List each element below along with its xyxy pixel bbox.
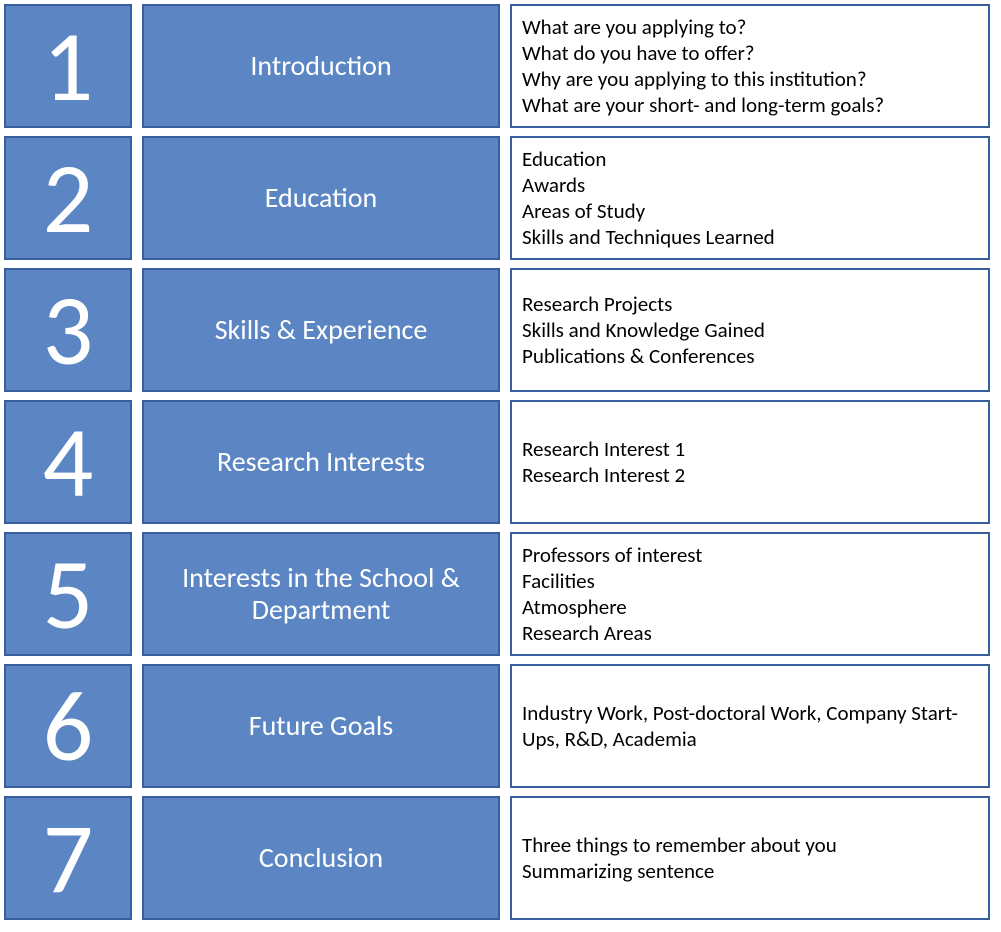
section-detail-line: Three things to remember about you: [522, 832, 978, 858]
section-detail-box: EducationAwardsAreas of StudySkills and …: [510, 136, 990, 260]
section-title: Interests in the School & Department: [154, 562, 488, 626]
section-detail-box: What are you applying to?What do you hav…: [510, 4, 990, 128]
section-detail-box: Research Interest 1Research Interest 2: [510, 400, 990, 524]
section-title: Conclusion: [259, 842, 383, 874]
section-number-box: 1: [4, 4, 132, 128]
section-detail-line: What are you applying to?: [522, 14, 978, 40]
section-number-box: 4: [4, 400, 132, 524]
section-detail-line: Facilities: [522, 568, 978, 594]
section-detail-line: Research Projects: [522, 291, 978, 317]
section-title-box: Future Goals: [142, 664, 500, 788]
section-detail-line: Publications & Conferences: [522, 343, 978, 369]
section-detail-line: What are your short- and long-term goals…: [522, 92, 978, 118]
section-detail-box: Research ProjectsSkills and Knowledge Ga…: [510, 268, 990, 392]
section-number-box: 2: [4, 136, 132, 260]
section-number: 6: [43, 676, 94, 776]
section-detail-line: Research Areas: [522, 620, 978, 646]
section-number-box: 6: [4, 664, 132, 788]
section-detail-line: Awards: [522, 172, 978, 198]
section-detail-line: What do you have to offer?: [522, 40, 978, 66]
section-number: 2: [43, 148, 94, 248]
section-detail-box: Three things to remember about youSummar…: [510, 796, 990, 920]
section-detail-line: Atmosphere: [522, 594, 978, 620]
section-detail-line: Research Interest 2: [522, 462, 978, 488]
section-title: Skills & Experience: [215, 314, 428, 346]
section-detail-line: Skills and Knowledge Gained: [522, 317, 978, 343]
section-number-box: 5: [4, 532, 132, 656]
section-detail-line: Why are you applying to this institution…: [522, 66, 978, 92]
section-detail-line: Industry Work, Post-doctoral Work, Compa…: [522, 700, 978, 753]
section-number: 3: [43, 280, 94, 380]
section-row: 3 Skills & Experience Research ProjectsSki…: [4, 268, 997, 392]
section-detail-box: Professors of interestFacilitiesAtmosphe…: [510, 532, 990, 656]
section-number-box: 7: [4, 796, 132, 920]
section-row: 7 Conclusion Three things to remember abou…: [4, 796, 997, 920]
section-detail-line: Skills and Techniques Learned: [522, 224, 978, 250]
section-number-box: 3: [4, 268, 132, 392]
section-row: 6 Future Goals Industry Work, Post-doctora…: [4, 664, 997, 788]
section-title-box: Interests in the School & Department: [142, 532, 500, 656]
section-number: 7: [43, 808, 94, 908]
section-detail-line: Professors of interest: [522, 542, 978, 568]
section-number: 1: [43, 16, 94, 116]
section-detail-line: Areas of Study: [522, 198, 978, 224]
section-title: Research Interests: [217, 446, 425, 478]
section-row: 4 Research Interests Research Interest 1Re…: [4, 400, 997, 524]
section-detail-line: Summarizing sentence: [522, 858, 978, 884]
section-number: 4: [43, 412, 94, 512]
section-detail-line: Education: [522, 146, 978, 172]
section-detail-box: Industry Work, Post-doctoral Work, Compa…: [510, 664, 990, 788]
section-title-box: Conclusion: [142, 796, 500, 920]
section-row: 1IntroductionWhat are you applying to?Wh…: [4, 4, 997, 128]
section-row: 5 Interests in the School & Department Pro…: [4, 532, 997, 656]
section-title-box: Education: [142, 136, 500, 260]
section-title-box: Research Interests: [142, 400, 500, 524]
section-detail-line: Research Interest 1: [522, 436, 978, 462]
section-title-box: Introduction: [142, 4, 500, 128]
section-title-box: Skills & Experience: [142, 268, 500, 392]
section-row: 2EducationEducationAwardsAreas of StudyS…: [4, 136, 997, 260]
section-title: Introduction: [250, 50, 391, 82]
section-number: 5: [43, 544, 94, 644]
section-title: Education: [265, 182, 378, 214]
section-title: Future Goals: [249, 710, 394, 742]
infographic-container: 1IntroductionWhat are you applying to?Wh…: [4, 4, 997, 920]
